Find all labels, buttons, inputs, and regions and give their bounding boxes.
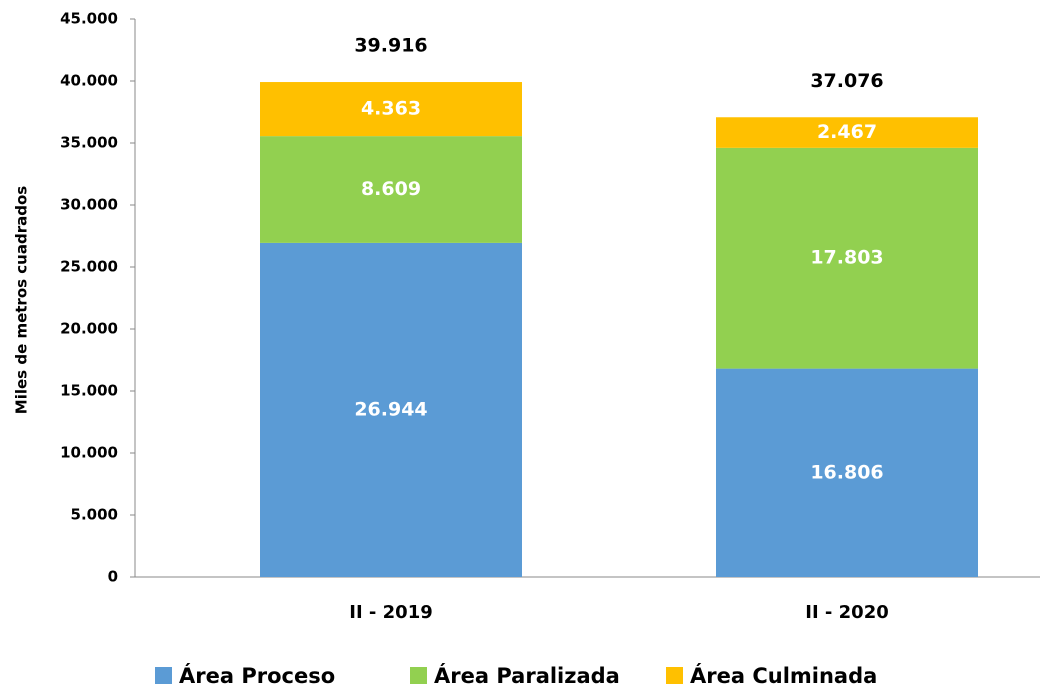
value-label: 16.806 [810, 461, 883, 483]
bar-segment [260, 242, 522, 577]
y-tick-label: 5.000 [71, 506, 118, 524]
bar-segment [716, 147, 978, 369]
y-tick-label: 20.000 [60, 320, 118, 338]
bar-segment [260, 82, 522, 137]
value-label: 4.363 [361, 98, 421, 120]
x-tick-label: II - 2020 [805, 602, 889, 623]
y-tick-label: 40.000 [60, 72, 118, 90]
legend-swatch [155, 667, 172, 684]
legend-swatch [410, 667, 427, 684]
y-tick-label: 10.000 [60, 444, 118, 462]
legend-label: Área Culminada [690, 663, 877, 688]
bar-segment [716, 368, 978, 577]
x-tick-label: II - 2019 [349, 602, 433, 623]
total-label: 37.076 [810, 70, 883, 92]
bar-segment [260, 136, 522, 243]
legend-label: Área Paralizada [434, 663, 620, 688]
bar-segment [716, 117, 978, 148]
y-tick-label: 30.000 [60, 196, 118, 214]
y-tick-label: 35.000 [60, 134, 118, 152]
y-tick-label: 25.000 [60, 258, 118, 276]
y-tick-label: 15.000 [60, 382, 118, 400]
total-label: 39.916 [354, 35, 427, 57]
legend-swatch [666, 667, 683, 684]
value-label: 17.803 [810, 247, 883, 269]
y-tick-label: 45.000 [60, 10, 118, 28]
legend-label: Área Proceso [179, 663, 335, 688]
y-tick-label: 0 [108, 568, 118, 586]
value-label: 26.944 [354, 398, 427, 420]
value-label: 2.467 [817, 121, 877, 143]
y-axis-label: Miles de metros cuadrados [13, 186, 31, 414]
value-label: 8.609 [361, 178, 421, 200]
